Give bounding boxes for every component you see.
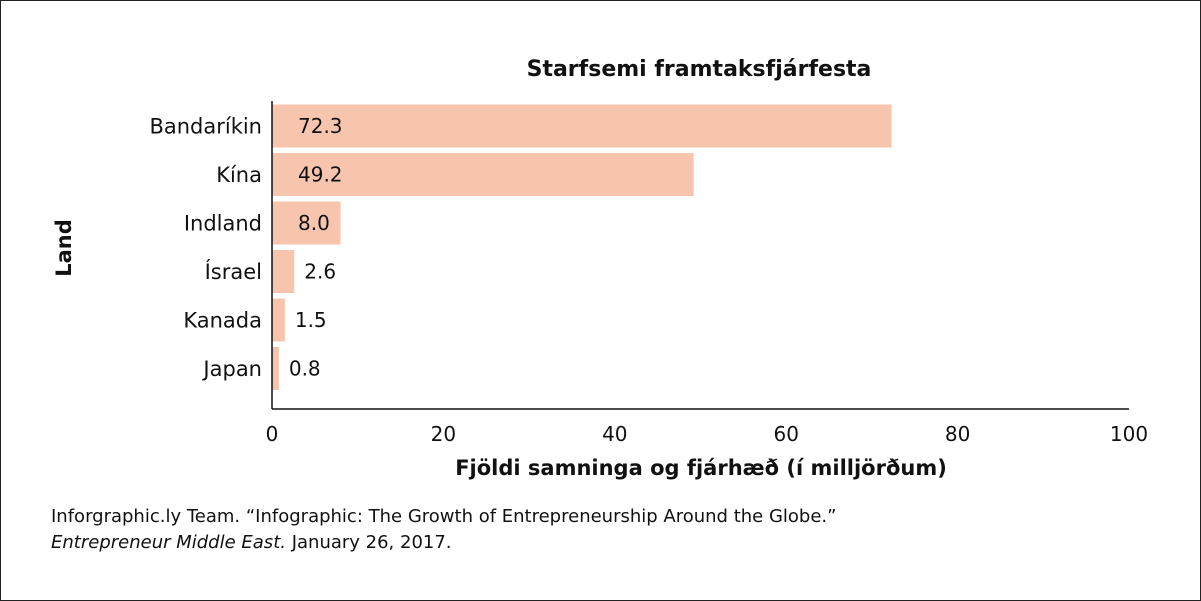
y-axis-title: Land — [52, 219, 76, 277]
value-label: 72.3 — [298, 114, 343, 138]
bar-chart: Starfsemi framtaksfjárfesta Bandaríkin Kí… — [52, 57, 1148, 480]
value-label: 1.5 — [295, 308, 327, 332]
x-tick-label: 100 — [1110, 422, 1148, 446]
value-label: 49.2 — [298, 163, 343, 187]
x-tick-label: 40 — [602, 422, 627, 446]
x-tick-label: 60 — [773, 422, 798, 446]
source-citation: Inforgraphic.ly Team. “Infographic: The … — [51, 504, 836, 556]
category-labels: Bandaríkin Kína Indland Ísrael Kanada Japan — [149, 114, 262, 381]
bar-4 — [272, 298, 285, 342]
value-label: 8.0 — [298, 211, 330, 235]
x-axis-title: Fjöldi samninga og fjárhæð (í milljörðum… — [455, 456, 947, 480]
source-date: January 26, 2017. — [285, 532, 452, 553]
category-label: Kanada — [183, 308, 262, 332]
category-label: Indland — [184, 211, 262, 235]
category-label: Bandaríkin — [149, 114, 262, 138]
source-publication: Entrepreneur Middle East. — [51, 532, 286, 553]
bar-2 — [272, 201, 341, 245]
category-label: Japan — [201, 357, 262, 381]
bar-3 — [272, 250, 295, 293]
bar-1 — [272, 153, 694, 196]
bar-0 — [272, 104, 892, 148]
bars-group — [272, 104, 892, 390]
value-labels: 72.3 49.2 8.0 2.6 1.5 0.8 — [289, 114, 343, 381]
value-label: 0.8 — [289, 357, 321, 381]
bar-5 — [272, 347, 279, 390]
value-label: 2.6 — [304, 260, 336, 284]
chart-title: Starfsemi framtaksfjárfesta — [527, 57, 872, 82]
x-tick-label: 0 — [266, 422, 279, 446]
x-tick-label: 20 — [431, 422, 456, 446]
category-label: Kína — [216, 163, 262, 187]
x-tick-label: 80 — [945, 422, 970, 446]
category-label: Ísrael — [205, 259, 262, 284]
x-tick-labels: 0 20 40 60 80 100 — [266, 422, 1148, 446]
source-line: Inforgraphic.ly Team. “Infographic: The … — [51, 506, 837, 527]
